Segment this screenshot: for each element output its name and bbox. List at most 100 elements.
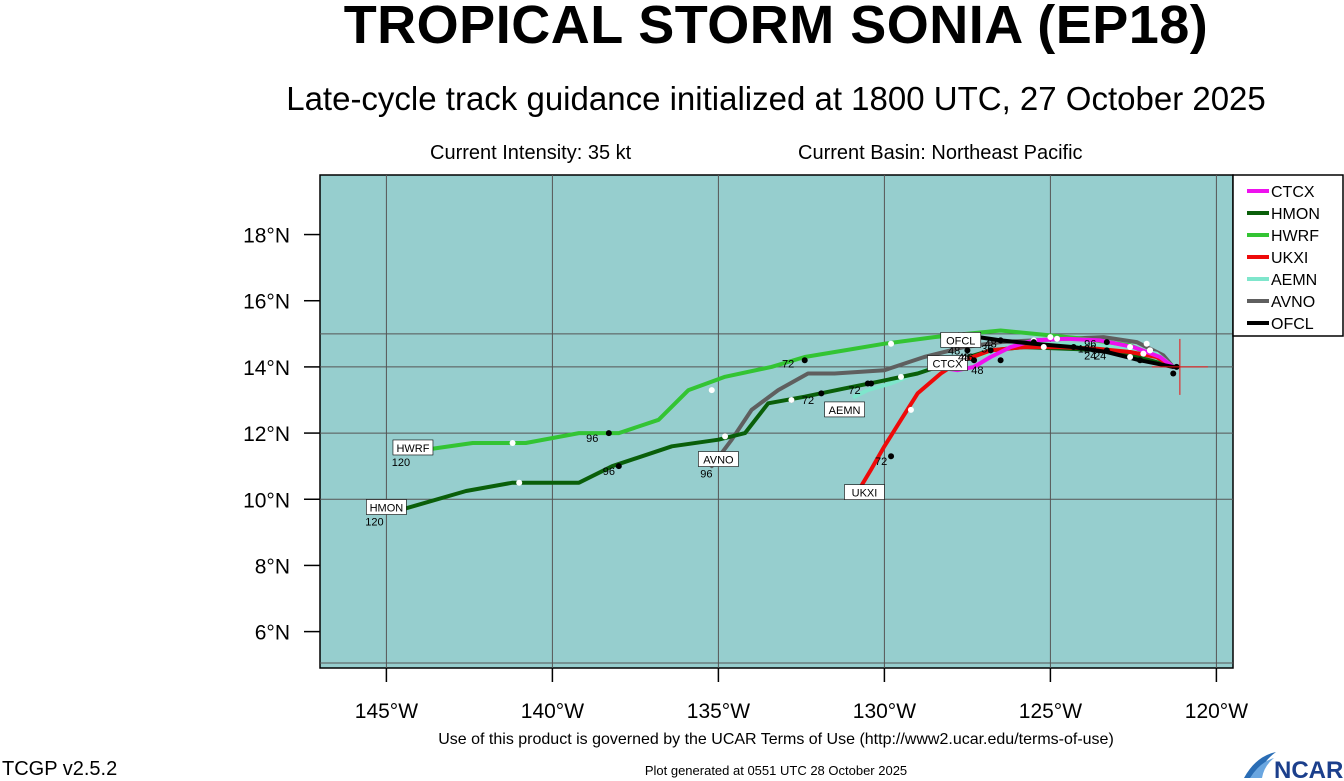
forecast-point-white <box>516 479 523 486</box>
forecast-point <box>1103 347 1110 354</box>
forecast-point-white <box>1047 334 1054 341</box>
track-end-label: UKXI <box>852 488 878 500</box>
track-markers-hwrf: 72 96 HWRF 120 <box>392 334 1153 469</box>
forecast-point <box>1170 370 1177 377</box>
track-end-box <box>940 332 982 348</box>
ncar-logo-text: NCAR <box>1274 757 1343 780</box>
forecast-point <box>605 430 612 437</box>
lon-tick-label: 120°W <box>1185 700 1248 723</box>
track-avno <box>709 335 1176 469</box>
version-label: TCGP v2.5.2 <box>2 758 118 780</box>
forecast-hour-label: 48 <box>985 339 997 351</box>
lat-tick-label: 10°N <box>243 489 290 512</box>
legend-label: HMON <box>1271 206 1320 223</box>
lon-tick-label: 125°W <box>1019 700 1082 723</box>
track-end-label: HMON <box>370 503 404 515</box>
page-subtitle: Late-cycle track guidance initialized at… <box>286 80 1266 117</box>
track-end-box <box>927 355 968 371</box>
forecast-point <box>1070 344 1077 351</box>
track-end-box <box>824 401 865 418</box>
forecast-point <box>888 453 895 460</box>
forecast-hour-label: 48 <box>971 365 983 377</box>
forecast-point <box>1103 339 1110 346</box>
forecast-hour-label: 72 <box>848 385 860 397</box>
track-end-box <box>392 439 434 456</box>
forecast-point <box>964 347 971 354</box>
forecast-point-white <box>1054 335 1061 342</box>
current-intensity: Current Intensity: 35 kt <box>430 142 632 164</box>
forecast-hour-label: 72 <box>802 395 814 407</box>
axis-ticks: 145°W 140°W 135°W 130°W 125°W 120°W 6°N 8°N 10°N… <box>243 225 1248 723</box>
forecast-point-white <box>898 373 904 380</box>
legend-label: AEMN <box>1271 272 1317 289</box>
legend-entry-avno: AVNO <box>1247 294 1315 311</box>
forecast-hour-label: 24 <box>1094 350 1106 362</box>
legend-label: AVNO <box>1271 294 1315 311</box>
lat-tick-label: 18°N <box>243 225 290 248</box>
forecast-hour-label: 36 <box>981 344 993 356</box>
legend-entry-aemn: AEMN <box>1247 272 1317 289</box>
track-end-hour: 120 <box>365 517 383 529</box>
forecast-point <box>801 357 808 364</box>
forecast-point <box>987 347 994 354</box>
forecast-hour-label: 96 <box>1084 339 1096 351</box>
lat-tick-label: 12°N <box>243 423 290 446</box>
ncar-logo-swoosh-light <box>1250 758 1274 778</box>
legend-label: UKXI <box>1271 250 1308 267</box>
forecast-hour-label: 24 <box>1084 350 1096 362</box>
forecast-point <box>1137 357 1144 364</box>
forecast-point-white <box>1127 353 1134 360</box>
track-markers-aemn: 72 AEMN <box>824 344 1134 418</box>
track-end-box <box>844 484 885 500</box>
track-markers-ukxi: 72 UKXI <box>844 344 1147 500</box>
ncar-logo: NCAR <box>1244 752 1343 780</box>
forecast-hour-label: 96 <box>586 433 598 445</box>
forecast-point <box>818 390 825 397</box>
legend-entry-ctcx: CTCX <box>1247 184 1315 201</box>
model-legend: CTCX HMON HWRF UKXI AEMN AVNO OFCL <box>1232 174 1344 337</box>
forecast-hour-label: 72 <box>875 456 887 468</box>
legend-label: HWRF <box>1271 228 1319 245</box>
lon-tick-label: 130°W <box>853 700 916 723</box>
lat-tick-label: 16°N <box>243 291 290 314</box>
lon-tick-label: 140°W <box>521 700 584 723</box>
forecast-point-white <box>509 440 516 447</box>
track-end-label: OFCL <box>946 335 975 347</box>
track-end-hour: 96 <box>700 469 712 481</box>
forecast-point-white <box>888 340 895 347</box>
forecast-point <box>997 357 1004 364</box>
track-end-box <box>698 451 739 467</box>
ncar-logo-swoosh <box>1244 752 1276 778</box>
lon-tick-label: 145°W <box>355 700 418 723</box>
track-end-label: CTCX <box>933 359 964 371</box>
forecast-point-white <box>1140 350 1147 357</box>
forecast-point <box>997 337 1004 344</box>
legend-label: CTCX <box>1271 184 1315 201</box>
terms-of-use-notice: Use of this product is governed by the U… <box>438 731 1114 748</box>
forecast-point <box>1030 339 1037 346</box>
model-tracks: AVNO 96 72 AEMN 72 96 HMON 120 72 96 HWRF 120 72 UKXI… <box>365 328 1180 529</box>
legend-entry-hwrf: HWRF <box>1247 228 1319 245</box>
map-grid <box>320 175 1233 668</box>
track-line-avno <box>709 335 1176 469</box>
track-end-label: AEMN <box>829 405 861 417</box>
initial-position-marker <box>1151 338 1208 395</box>
forecast-point-white <box>1127 344 1134 351</box>
track-end-label: AVNO <box>703 455 734 467</box>
forecast-point-white <box>722 433 729 440</box>
forecast-point-white <box>788 396 795 403</box>
forecast-hour-label: 48 <box>948 345 960 357</box>
legend-entry-ofcl: OFCL <box>1247 316 1314 333</box>
lat-tick-label: 8°N <box>255 555 290 578</box>
lat-tick-label: 6°N <box>255 622 290 645</box>
legend-label: OFCL <box>1271 316 1314 333</box>
forecast-hour-label: 96 <box>603 466 615 478</box>
map-background <box>319 174 1234 669</box>
forecast-point-white <box>1143 340 1150 347</box>
page-title: TROPICAL STORM SONIA (EP18) <box>343 0 1209 55</box>
forecast-point-white <box>907 406 914 413</box>
forecast-hour-label: 72 <box>782 359 794 371</box>
forecast-hour-label: 48 <box>958 352 970 364</box>
